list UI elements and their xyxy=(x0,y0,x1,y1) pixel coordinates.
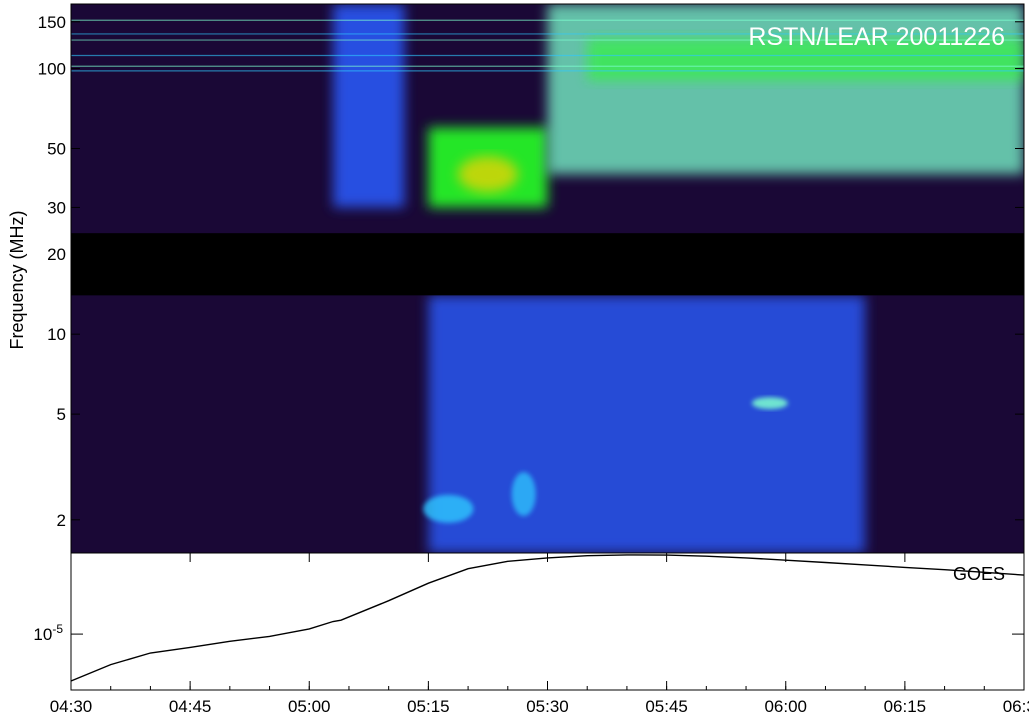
x-tick-label: 05:00 xyxy=(288,697,331,716)
spectrogram-data-gap xyxy=(71,233,1024,296)
goes-background xyxy=(71,553,1024,690)
spectrogram-y-tick-label: 10 xyxy=(47,325,66,344)
x-tick-label: 04:30 xyxy=(50,697,93,716)
spectrogram-region-low-frequency-type-iii-bursts xyxy=(428,295,866,553)
spectrogram-continuum-core xyxy=(587,38,1024,81)
x-tick-label: 05:45 xyxy=(645,697,688,716)
spectrogram-burst-core xyxy=(457,156,518,193)
goes-series-line xyxy=(71,554,1024,682)
spectrogram-y-tick-label: 150 xyxy=(38,13,66,32)
spectrogram-y-axis: 150 100 50 30 20 10 5 2 xyxy=(38,13,1024,530)
goes-series-label: GOES xyxy=(953,564,1005,584)
spectrogram-y-tick-label: 50 xyxy=(47,140,66,159)
spectrogram-regions xyxy=(333,4,1024,553)
spectrogram-region-type-iii-burst-onset xyxy=(333,4,405,208)
spectrogram-title: RSTN/LEAR 20011226 xyxy=(748,23,1005,51)
x-tick-label: 06:00 xyxy=(764,697,807,716)
spectrogram-low-burst-2 xyxy=(511,472,536,517)
x-tick-label: 05:15 xyxy=(407,697,450,716)
spectrogram-panel xyxy=(71,4,1024,553)
spectrogram-y-tick-label: 5 xyxy=(57,405,66,424)
x-tick-label: 06:15 xyxy=(884,697,927,716)
spectrogram-y-tick-label: 20 xyxy=(47,245,66,264)
x-tick-label: 06:30 xyxy=(1003,697,1029,716)
goes-y-axis: 10-5 xyxy=(33,622,1024,644)
spectrogram-y-axis-title: Frequency (MHz) xyxy=(7,210,27,349)
x-tick-label: 05:30 xyxy=(526,697,569,716)
goes-panel: GOES 10-5 04:30 04:45 05:00 05:15 05:30 05:45… xyxy=(33,552,1029,716)
spectrogram-region-diffuse-continuum xyxy=(547,4,1024,175)
spectrogram-y-tick-label: 2 xyxy=(57,511,66,530)
spectrogram-y-tick-label: 30 xyxy=(47,198,66,217)
spectrogram-y-tick-label: 100 xyxy=(38,60,66,79)
x-tick-label: 04:45 xyxy=(169,697,212,716)
goes-y-tick-label: 10-5 xyxy=(33,622,63,644)
spectrogram-low-burst-1 xyxy=(423,494,474,523)
spectrogram-low-burst-3 xyxy=(751,397,788,410)
time-x-axis: 04:30 04:45 05:00 05:15 05:30 05:45 06:00 06:15… xyxy=(50,553,1029,716)
spectrogram-interference-lines xyxy=(71,19,1024,72)
